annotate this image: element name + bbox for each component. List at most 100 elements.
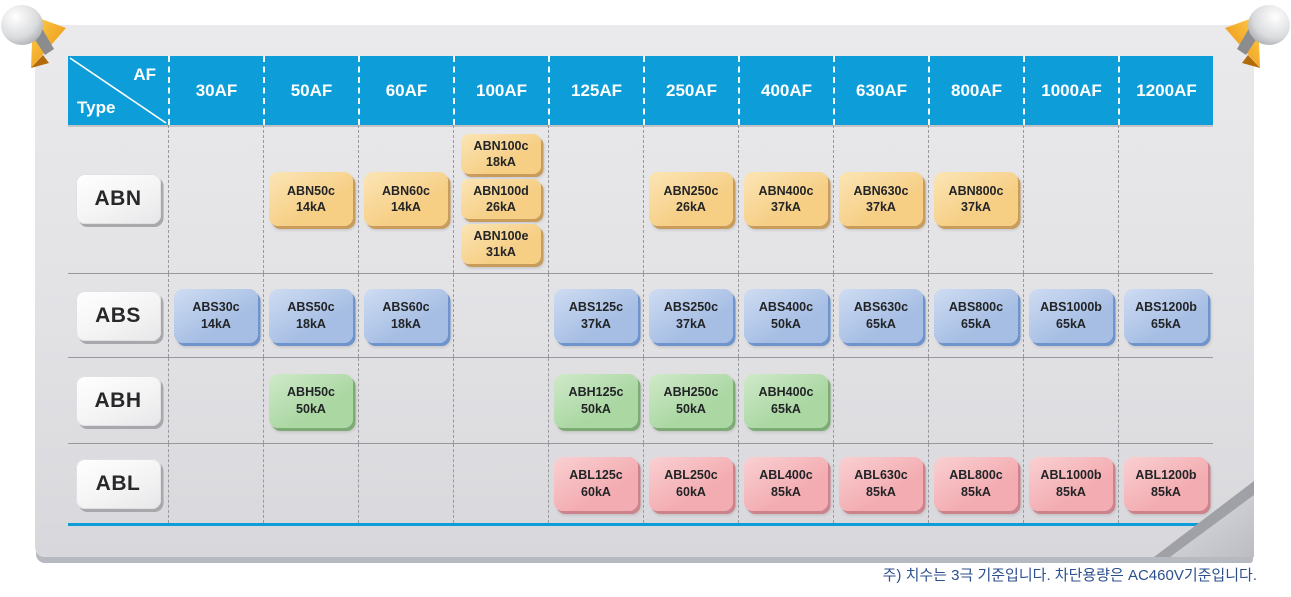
matrix-cell: ABH400c 65kA <box>738 358 833 443</box>
column-header-125af: 125AF <box>548 56 643 125</box>
matrix-cell: ABS250c 37kA <box>643 274 738 357</box>
badge-model: ABN100c <box>473 138 529 153</box>
product-badge-abl630c: ABL630c 85kA <box>839 456 923 511</box>
product-badge-abn100c: ABN100c 18kA <box>461 134 541 174</box>
badge-model: ABL1200b <box>1135 468 1197 483</box>
badge-breaking-capacity: 37kA <box>676 316 706 331</box>
matrix-cell: ABS1000b 65kA <box>1023 274 1118 357</box>
badge-breaking-capacity: 50kA <box>296 401 326 416</box>
corner-diagonal-line <box>69 57 167 124</box>
matrix-cell: ABL1000b 85kA <box>1023 444 1118 523</box>
page-curl <box>1154 481 1254 557</box>
badge-model: ABN400c <box>758 183 814 198</box>
row-label-abl: ABL <box>75 458 161 509</box>
badge-model: ABL630c <box>854 468 908 483</box>
matrix-cell: ABL800c 85kA <box>928 444 1023 523</box>
pushpin-left <box>1 5 66 68</box>
badge-breaking-capacity: 26kA <box>676 200 706 214</box>
column-header-800af: 800AF <box>928 56 1023 125</box>
badge-breaking-capacity: 85kA <box>1151 484 1181 499</box>
badge-model: ABS60c <box>382 300 430 315</box>
badge-breaking-capacity: 18kA <box>391 316 421 331</box>
badge-model: ABS1200b <box>1135 300 1197 315</box>
badge-breaking-capacity: 60kA <box>581 484 611 499</box>
column-header-250af: 250AF <box>643 56 738 125</box>
row-label-abs: ABS <box>75 290 161 341</box>
product-badge-abh400c: ABH400c 65kA <box>744 373 828 428</box>
matrix-cell <box>453 274 548 357</box>
badge-breaking-capacity: 37kA <box>581 316 611 331</box>
badge-breaking-capacity: 60kA <box>676 484 706 499</box>
matrix-cell: ABS800c 65kA <box>928 274 1023 357</box>
matrix-cell <box>453 444 548 523</box>
badge-breaking-capacity: 65kA <box>866 316 896 331</box>
product-badge-abl125c: ABL125c 60kA <box>554 456 638 511</box>
matrix-cell: ABN60c 14kA <box>358 125 453 273</box>
row-header-cell-abn: ABN <box>68 125 168 273</box>
badge-model: ABN100d <box>473 183 529 198</box>
badge-breaking-capacity: 37kA <box>961 200 991 214</box>
badge-model: ABN250c <box>663 183 719 198</box>
badge-breaking-capacity: 31kA <box>486 245 516 259</box>
badge-breaking-capacity: 65kA <box>1151 316 1181 331</box>
column-header-50af: 50AF <box>263 56 358 125</box>
badge-model: ABH400c <box>758 385 814 400</box>
product-badge-abn400c: ABN400c 37kA <box>744 172 828 226</box>
product-badge-abs400c: ABS400c 50kA <box>744 288 828 343</box>
badge-model: ABL400c <box>759 468 813 483</box>
badge-model: ABS250c <box>663 300 719 315</box>
row-header-cell-abh: ABH <box>68 358 168 443</box>
badge-model: ABS30c <box>192 300 240 315</box>
matrix-cell <box>833 358 928 443</box>
row-header-cell-abs: ABS <box>68 274 168 357</box>
matrix-cell: ABS60c 18kA <box>358 274 453 357</box>
row-label-abh: ABH <box>75 375 161 426</box>
product-badge-abl800c: ABL800c 85kA <box>934 456 1018 511</box>
matrix-cell <box>453 358 548 443</box>
matrix-cell: ABN400c 37kA <box>738 125 833 273</box>
matrix-cell: ABN630c 37kA <box>833 125 928 273</box>
product-badge-abn60c: ABN60c 14kA <box>364 172 448 226</box>
badge-model: ABS800c <box>948 300 1004 315</box>
badge-breaking-capacity: 37kA <box>866 200 896 214</box>
badge-breaking-capacity: 37kA <box>771 200 801 214</box>
badge-breaking-capacity: 14kA <box>201 316 231 331</box>
badge-model: ABN50c <box>287 183 335 198</box>
badge-breaking-capacity: 50kA <box>676 401 706 416</box>
footnote: 주) 치수는 3극 기준입니다. 차단용량은 AC460V기준입니다. <box>882 567 1257 584</box>
badge-model: ABH250c <box>663 385 719 400</box>
matrix-cell <box>168 358 263 443</box>
badge-model: ABL125c <box>569 468 623 483</box>
badge-breaking-capacity: 85kA <box>1056 484 1086 499</box>
matrix-cell: ABS400c 50kA <box>738 274 833 357</box>
product-badge-abs630c: ABS630c 65kA <box>839 288 923 343</box>
column-header-1200af: 1200AF <box>1118 56 1213 125</box>
matrix-cell: ABL630c 85kA <box>833 444 928 523</box>
matrix-cell: ABS1200b 65kA <box>1118 274 1213 357</box>
badge-breaking-capacity: 85kA <box>771 484 801 499</box>
corner-label-af: AF <box>133 65 156 84</box>
matrix-cell <box>1118 358 1213 443</box>
badge-breaking-capacity: 18kA <box>486 155 516 169</box>
product-badge-abn100d: ABN100d 26kA <box>461 179 541 219</box>
matrix-body: ABN ABN50c 14kA ABN60c 14kA ABN100c 18kA ABN100… <box>68 125 1213 526</box>
badge-breaking-capacity: 14kA <box>296 200 326 214</box>
product-badge-abh250c: ABH250c 50kA <box>649 373 733 428</box>
badge-breaking-capacity: 85kA <box>961 484 991 499</box>
matrix-cell: ABL1200b 85kA <box>1118 444 1213 523</box>
header-row: AF Type 30AF 50AF 60AF 100AF 125AF 250AF 400AF… <box>68 56 1213 125</box>
product-badge-abs50c: ABS50c 18kA <box>269 288 353 343</box>
badge-model: ABL800c <box>949 468 1003 483</box>
badge-breaking-capacity: 85kA <box>866 484 896 499</box>
pushpin-right <box>1225 5 1290 68</box>
product-badge-abs800c: ABS800c 65kA <box>934 288 1018 343</box>
matrix-cell <box>1023 358 1118 443</box>
product-badge-abs60c: ABS60c 18kA <box>364 288 448 343</box>
product-badge-abh125c: ABH125c 50kA <box>554 373 638 428</box>
row-header-cell-abl: ABL <box>68 444 168 523</box>
matrix-cell: ABN800c 37kA <box>928 125 1023 273</box>
badge-model: ABL250c <box>664 468 718 483</box>
matrix-cell: ABN250c 26kA <box>643 125 738 273</box>
badge-breaking-capacity: 50kA <box>581 401 611 416</box>
badge-breaking-capacity: 65kA <box>771 401 801 416</box>
